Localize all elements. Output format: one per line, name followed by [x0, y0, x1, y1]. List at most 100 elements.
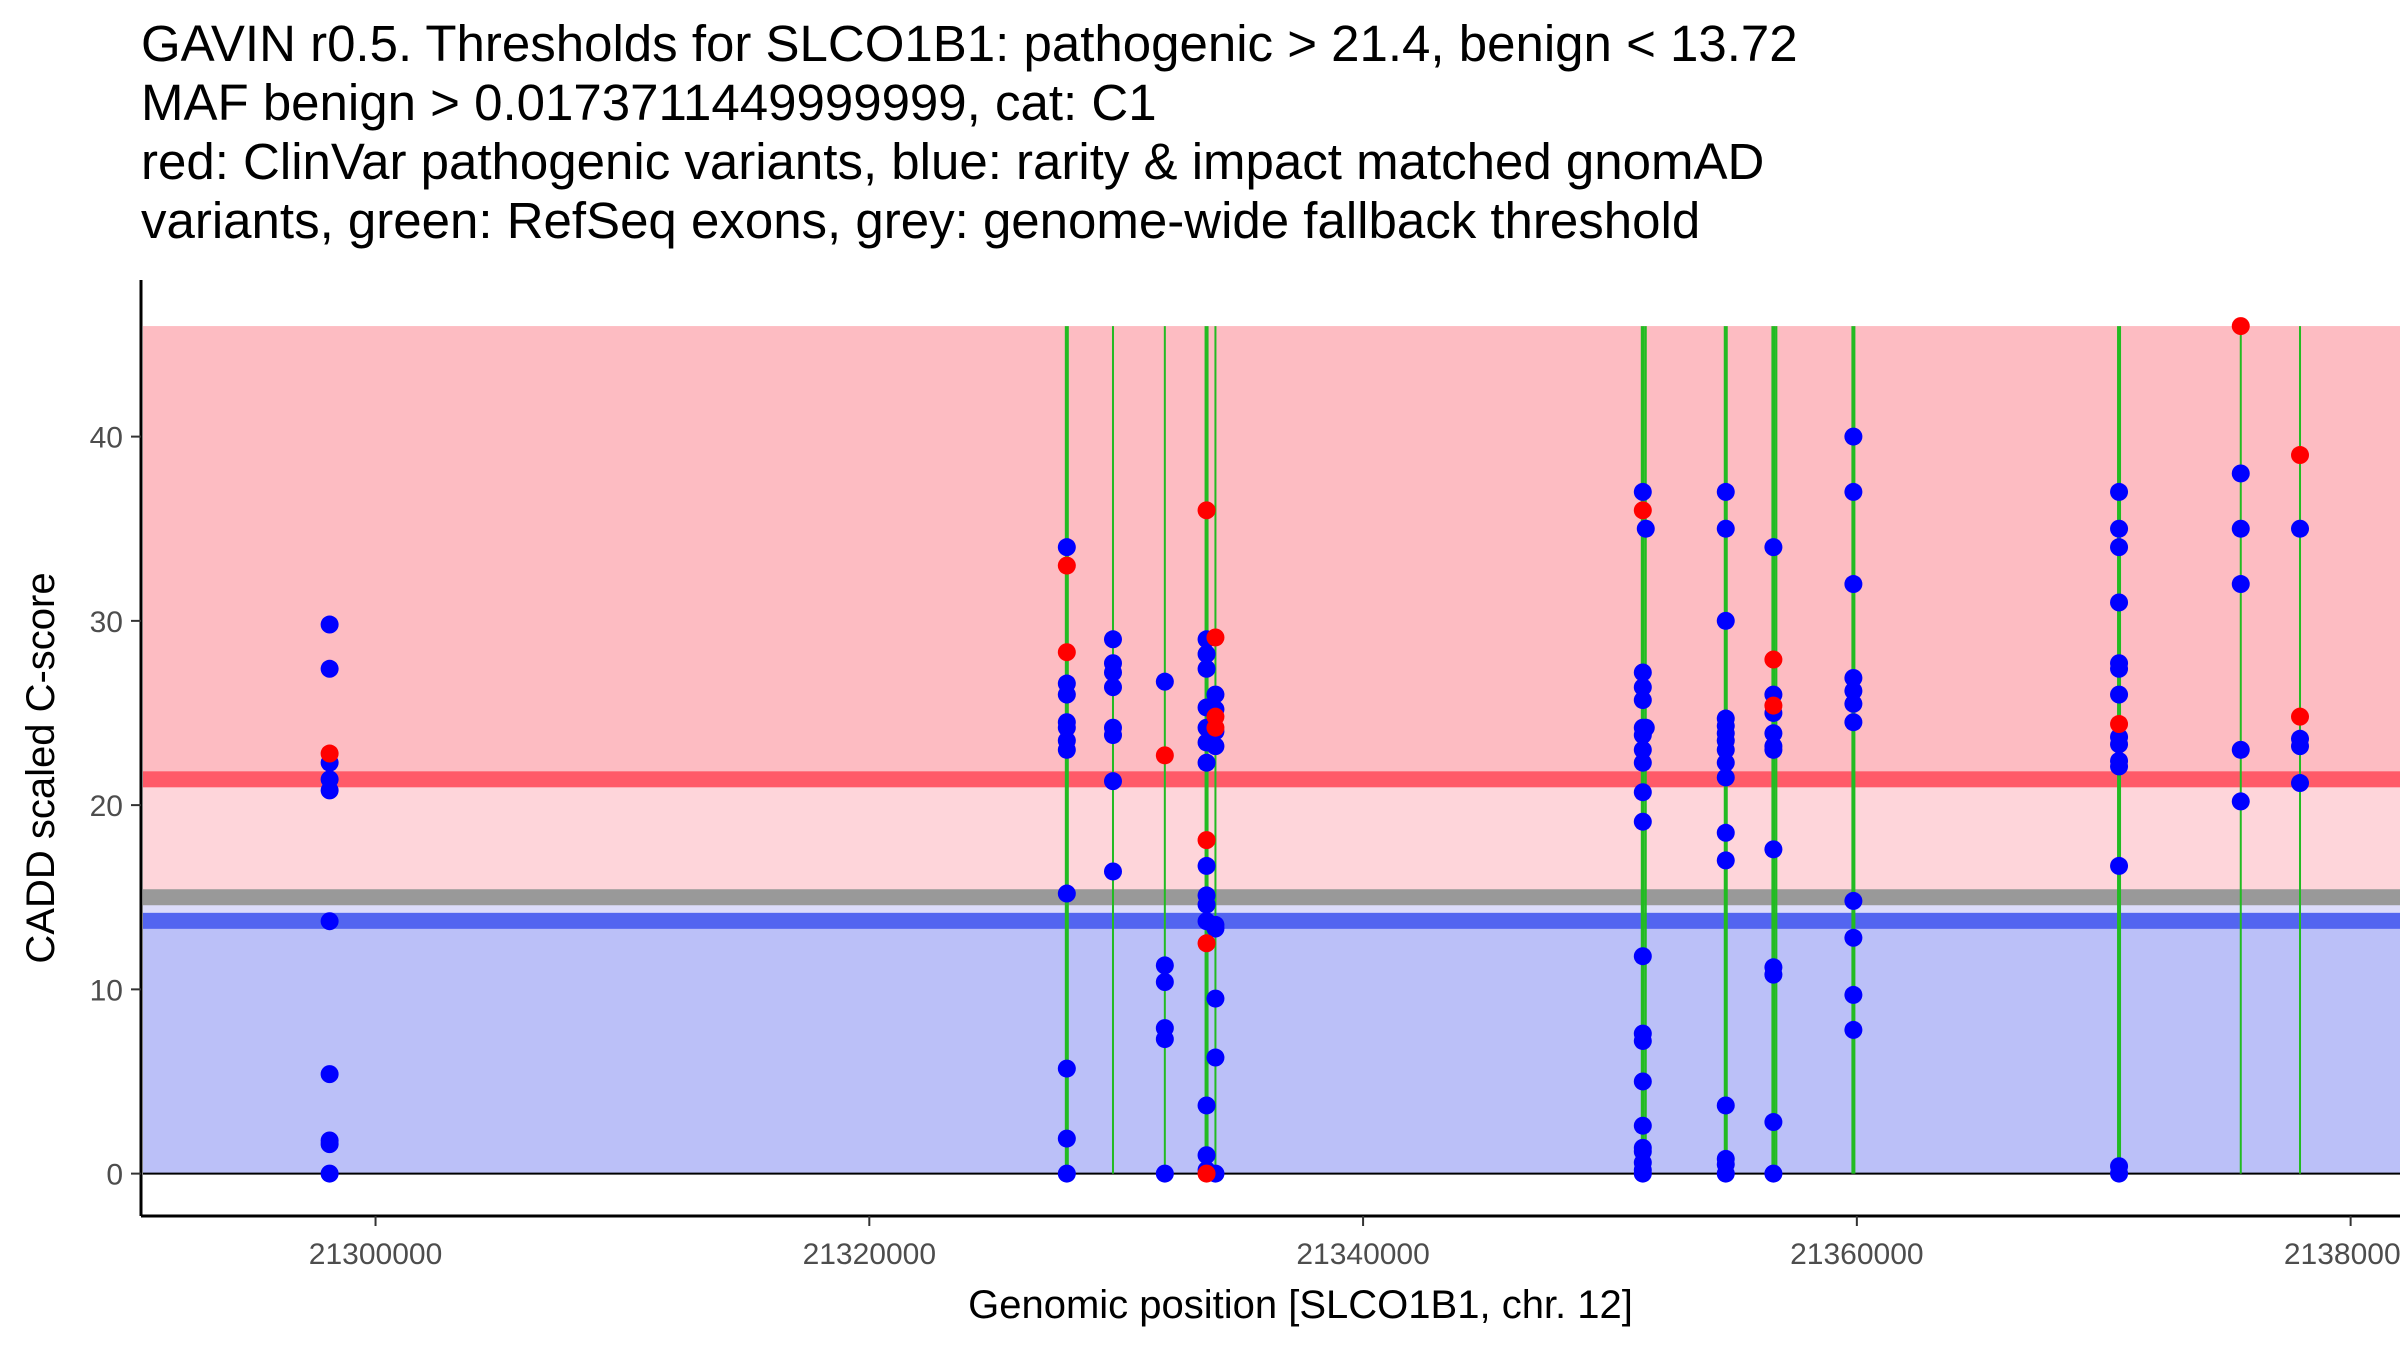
title-line-2: MAF benign > 0.0173711449999999, cat: C1 [141, 74, 1157, 131]
pathogenic-point [1206, 718, 1225, 737]
benign-point [1716, 851, 1735, 870]
benign-point [1844, 427, 1863, 446]
benign-point [1633, 1116, 1652, 1135]
benign-point [1716, 482, 1735, 501]
benign-point [320, 1135, 339, 1154]
benign-point [1057, 740, 1076, 759]
benign-point [2231, 519, 2250, 538]
benign-point [1716, 823, 1735, 842]
benign-point [1197, 1096, 1216, 1115]
pathogenic-point [1197, 934, 1216, 953]
benign-point [1844, 694, 1863, 713]
benign-point [1057, 718, 1076, 737]
benign-point [1633, 1072, 1652, 1091]
x-tick-label: 21340000 [1296, 1238, 1429, 1271]
benign-point [320, 781, 339, 800]
benign-point [2231, 792, 2250, 811]
pathogenic-point [2110, 715, 2129, 734]
benign-point [2110, 1164, 2129, 1183]
pathogenic-point [1197, 501, 1216, 520]
benign-point [1764, 1113, 1783, 1132]
benign-point [2110, 685, 2129, 704]
benign-point [1844, 681, 1863, 700]
benign-point [1633, 947, 1652, 966]
benign-point [1633, 663, 1652, 682]
benign-point [1716, 768, 1735, 787]
benign-point [1844, 928, 1863, 947]
benign-point [1103, 726, 1122, 745]
pathogenic-point [2291, 446, 2310, 465]
x-tick-label: 21320000 [803, 1238, 936, 1271]
x-tick-label: 21360000 [1790, 1238, 1923, 1271]
benign-point [1844, 482, 1863, 501]
benign-point [2110, 538, 2129, 557]
x-tick-label: 21380000 [2284, 1238, 2400, 1271]
benign-point [1057, 884, 1076, 903]
benign-point [1844, 668, 1863, 687]
benign-point [1103, 772, 1122, 791]
benign-point [2110, 482, 2129, 501]
benign-point [320, 1065, 339, 1084]
benign-point [1764, 965, 1783, 984]
y-tick-label: 40 [90, 422, 123, 455]
y-tick-label: 30 [90, 606, 123, 639]
benign-point [2291, 737, 2310, 756]
benign-point [2110, 735, 2129, 754]
y-tick-label: 10 [90, 974, 123, 1007]
benign-point [320, 615, 339, 634]
benign-point [1155, 973, 1174, 991]
benign-point [1197, 895, 1216, 914]
benign-point [1103, 630, 1122, 649]
title-line-1: GAVIN r0.5. Thresholds for SLCO1B1: path… [141, 15, 1798, 72]
title-line-3: red: ClinVar pathogenic variants, blue: … [141, 133, 1764, 190]
benign-point [1633, 812, 1652, 831]
benign-point [1633, 1164, 1652, 1183]
benign-point [1633, 1031, 1652, 1050]
pathogenic-point [1764, 696, 1783, 715]
pathogenic-point [320, 744, 339, 763]
benign-point [1057, 1059, 1076, 1078]
benign-point [1155, 956, 1174, 975]
benign-point [1844, 1020, 1863, 1039]
benign-point [1633, 691, 1652, 710]
pathogenic-point [1057, 556, 1076, 575]
benign-point [1844, 713, 1863, 732]
y-tick-label: 0 [106, 1159, 123, 1192]
benign-point [1103, 862, 1122, 881]
benign-point [1764, 724, 1783, 743]
benign-point [1716, 519, 1735, 538]
benign-point [1206, 737, 1225, 756]
axes: 0 10 20 30 40 21300000 21320000 21340000 2136000… [90, 280, 2400, 1271]
benign-point [1764, 740, 1783, 759]
pathogenic-threshold-line [143, 771, 2400, 788]
benign-point [1636, 519, 1655, 538]
benign-point [1206, 1048, 1225, 1067]
pathogenic-point [1206, 628, 1225, 647]
uncertain-zone [143, 779, 2400, 898]
benign-point [1844, 985, 1863, 1004]
y-tick-label: 20 [90, 790, 123, 823]
benign-point [1716, 753, 1735, 772]
benign-point [1764, 538, 1783, 557]
benign-threshold-line [143, 912, 2400, 929]
pathogenic-point [1197, 831, 1216, 850]
benign-point [1057, 1129, 1076, 1148]
benign-point [1764, 840, 1783, 859]
title-line-4: variants, green: RefSeq exons, grey: gen… [141, 192, 1700, 249]
benign-point [2110, 593, 2129, 612]
benign-point [1103, 663, 1122, 682]
benign-point [1716, 1096, 1735, 1115]
benign-point [2231, 575, 2250, 594]
pathogenic-point [1633, 501, 1652, 520]
benign-point [1197, 659, 1216, 678]
benign-point [1057, 538, 1076, 557]
benign-point [320, 912, 339, 931]
pathogenic-point [1155, 746, 1174, 765]
x-tick-label: 21300000 [309, 1238, 442, 1271]
benign-point [2110, 659, 2129, 678]
chart-title: GAVIN r0.5. Thresholds for SLCO1B1: path… [141, 15, 1798, 249]
benign-zone [143, 920, 2400, 1174]
benign-point [1057, 685, 1076, 704]
benign-point [320, 1164, 339, 1183]
x-axis-title: Genomic position [SLCO1B1, chr. 12] [968, 1283, 1633, 1327]
